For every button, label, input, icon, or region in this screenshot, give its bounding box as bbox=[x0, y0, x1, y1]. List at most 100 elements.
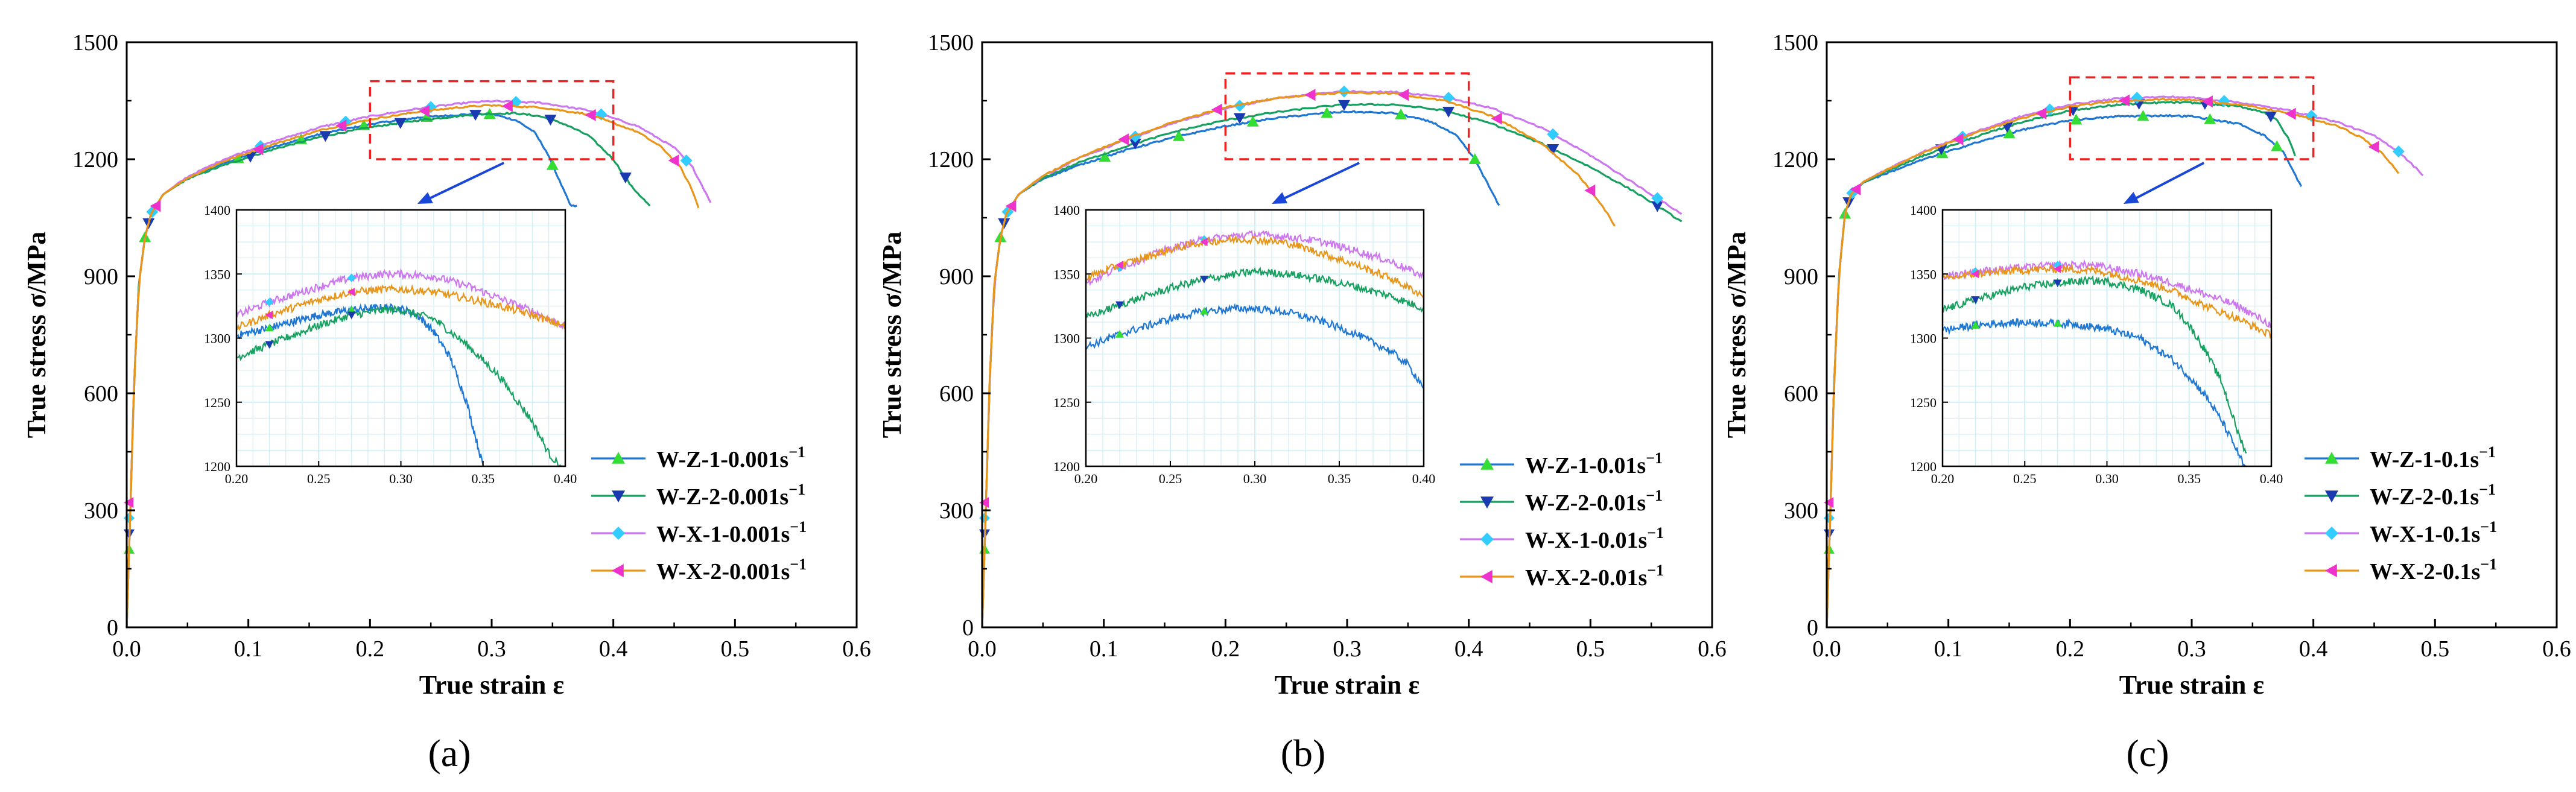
data-point-marker bbox=[2137, 110, 2149, 121]
data-point-marker bbox=[1233, 113, 1246, 124]
legend-label-superscript: −1 bbox=[788, 481, 805, 498]
data-point-marker bbox=[1321, 107, 1333, 118]
data-point-marker bbox=[2285, 107, 2296, 120]
inset-data-point-marker bbox=[265, 341, 274, 349]
data-point-marker bbox=[1211, 103, 1222, 116]
inset-data-point-marker bbox=[265, 311, 273, 320]
data-point-marker bbox=[501, 100, 513, 112]
inset-y-tick-label: 1350 bbox=[1910, 267, 1937, 282]
zoom-region-box bbox=[369, 80, 615, 160]
inset-x-tick-label: 0.25 bbox=[307, 471, 331, 486]
data-point-marker bbox=[1118, 133, 1129, 146]
inset-data-point-marker bbox=[1200, 276, 1208, 284]
data-point-marker bbox=[2003, 127, 2016, 139]
y-tick-label: 300 bbox=[939, 498, 974, 524]
legend-entry: W-Z-1-0.01s−1 bbox=[1460, 449, 1663, 478]
chart-panel-2: 0.0 0.1 0.2 0.3 0.4 0.5 0.6 0 300 600 900 1200 1500 T… bbox=[877, 30, 1727, 775]
inset-series-line-4 bbox=[1085, 234, 1424, 299]
y-tick-label: 300 bbox=[84, 498, 118, 524]
x-tick-label: 0.0 bbox=[1812, 636, 1841, 662]
inset-data-point-marker bbox=[265, 323, 274, 332]
legend-label-superscript: −1 bbox=[1647, 524, 1664, 542]
data-point-marker bbox=[2119, 94, 2130, 107]
legend-entry: W-X-2-0.001s−1 bbox=[591, 556, 807, 584]
x-tick-label: 0.0 bbox=[968, 636, 997, 662]
inset-x-tick-label: 0.35 bbox=[472, 471, 495, 486]
inset-series-line-4 bbox=[1941, 264, 2273, 339]
inset-x-tick-label: 0.35 bbox=[1328, 471, 1351, 486]
y-tick-label: 900 bbox=[939, 264, 974, 290]
data-point-marker bbox=[1547, 144, 1559, 156]
inset-data-point-marker bbox=[347, 273, 356, 282]
inset-x-tick-label: 0.20 bbox=[1931, 471, 1955, 486]
x-tick-label: 0.1 bbox=[1934, 636, 1963, 662]
legend-marker bbox=[612, 564, 624, 577]
zoom-region-box bbox=[2069, 76, 2315, 160]
y-tick-label: 0 bbox=[1807, 615, 1818, 641]
zoom-arrow-head bbox=[417, 192, 433, 204]
series-line-4 bbox=[125, 104, 700, 628]
data-point-marker bbox=[668, 154, 679, 167]
legend-entry: W-X-1-0.1s−1 bbox=[2305, 518, 2497, 547]
x-tick-label: 0.4 bbox=[599, 636, 628, 662]
zoom-region-box bbox=[1224, 72, 1470, 160]
series-line-2 bbox=[125, 111, 651, 628]
inset-y-tick-label: 1250 bbox=[1910, 395, 1937, 410]
data-point-marker bbox=[1468, 153, 1481, 164]
legend-label-text: W-Z-2-0.1s bbox=[2370, 484, 2479, 510]
inset-series-line-1 bbox=[1085, 303, 1424, 389]
y-tick-label: 900 bbox=[84, 264, 118, 290]
y-tick-label: 300 bbox=[1784, 498, 1818, 524]
zoom-arrow bbox=[427, 162, 505, 200]
inset-data-point-marker bbox=[1200, 238, 1208, 247]
zoom-arrow bbox=[2133, 162, 2205, 200]
legend-entry: W-X-2-0.1s−1 bbox=[2305, 556, 2497, 584]
inset-chart: 0.20 0.25 0.30 0.35 0.40 1200 1250 1300 1350 1400 bbox=[204, 203, 577, 486]
data-point-marker bbox=[585, 109, 596, 121]
series-line-4 bbox=[1826, 97, 2400, 628]
inset-data-point-marker bbox=[265, 298, 274, 306]
x-tick-label: 0.1 bbox=[234, 636, 263, 662]
legend-label: W-Z-1-0.01s−1 bbox=[1525, 449, 1663, 478]
inset-data-point-marker bbox=[2053, 279, 2062, 288]
series-line-2 bbox=[1826, 100, 2296, 628]
inset-y-tick-label: 1200 bbox=[1053, 459, 1080, 474]
data-point-marker bbox=[394, 118, 407, 129]
data-point-marker bbox=[2368, 141, 2379, 153]
legend-label: W-X-1-0.1s−1 bbox=[2370, 518, 2497, 547]
legend-label: W-X-2-0.1s−1 bbox=[2370, 556, 2497, 584]
legend-marker bbox=[2325, 452, 2338, 464]
data-point-marker bbox=[1337, 85, 1350, 98]
legend-label-superscript: −1 bbox=[1647, 562, 1664, 579]
legend-label-text: W-X-2-0.1s bbox=[2370, 559, 2480, 584]
legend-label-superscript: −1 bbox=[2479, 481, 2496, 498]
legend-marker bbox=[1480, 458, 1494, 470]
data-point-marker bbox=[2035, 107, 2047, 120]
series-line-1 bbox=[981, 110, 1500, 628]
y-axis-label: True stress σ/MPa bbox=[22, 232, 51, 438]
legend-label-superscript: −1 bbox=[790, 556, 807, 573]
data-point-marker bbox=[1337, 100, 1350, 111]
data-point-marker bbox=[1099, 151, 1111, 162]
x-axis-label: True strain ε bbox=[1275, 670, 1420, 700]
inset-x-tick-label: 0.30 bbox=[2095, 471, 2119, 486]
inset-series-line-2 bbox=[236, 305, 565, 467]
x-tick-label: 0.6 bbox=[2542, 636, 2571, 662]
y-axis-label: True stress σ/MPa bbox=[1722, 232, 1751, 438]
data-point-marker bbox=[1850, 183, 1861, 195]
data-point-marker bbox=[469, 110, 482, 121]
legend-label: W-Z-2-0.01s−1 bbox=[1525, 487, 1663, 516]
legend-entry: W-Z-2-0.001s−1 bbox=[591, 481, 805, 510]
data-point-marker bbox=[619, 173, 632, 184]
inset-y-tick-label: 1350 bbox=[1053, 267, 1080, 282]
legend-label-text: W-X-1-0.01s bbox=[1525, 528, 1647, 553]
inset-x-tick-label: 0.35 bbox=[2178, 471, 2201, 486]
y-tick-label: 600 bbox=[939, 381, 974, 407]
y-tick-label: 1200 bbox=[928, 147, 974, 173]
inset-y-tick-label: 1250 bbox=[1053, 395, 1080, 410]
y-axis-label: True stress σ/MPa bbox=[877, 232, 907, 438]
inset-y-tick-label: 1200 bbox=[204, 459, 230, 474]
legend-marker bbox=[1480, 570, 1493, 583]
inset-x-tick-label: 0.40 bbox=[554, 471, 577, 486]
data-point-marker bbox=[1952, 133, 1964, 145]
